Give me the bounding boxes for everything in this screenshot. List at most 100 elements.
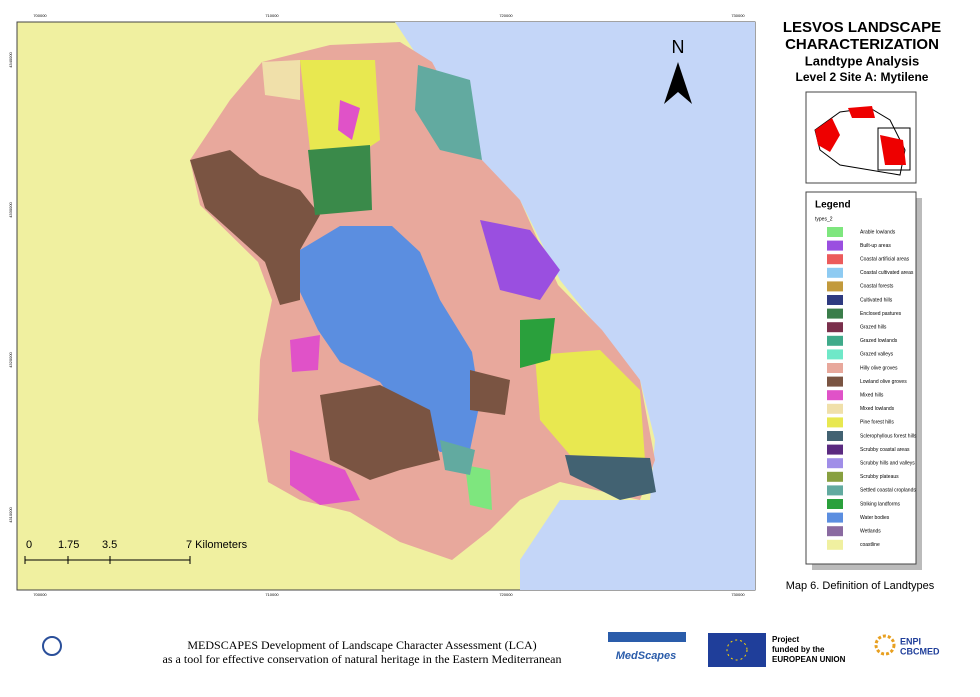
legend-swatch <box>827 417 843 428</box>
patch <box>565 455 656 500</box>
coordinates: 700000 710000 720000 730000 700000 710000 7200… <box>8 13 745 597</box>
legend-swatch <box>827 240 843 251</box>
legend-label: Coastal cultivated areas <box>860 270 914 276</box>
legend-label: Pine forest hills <box>860 420 894 426</box>
legend-swatch <box>827 254 843 265</box>
legend-swatch <box>827 295 843 305</box>
legend-swatch <box>827 349 843 360</box>
legend-swatch <box>827 363 843 373</box>
legend-swatch <box>827 526 843 537</box>
coord-label: 4310000 <box>8 506 13 522</box>
footer-text: as a tool for effective conservation of … <box>163 652 562 666</box>
coord-label: 700000 <box>33 13 47 18</box>
patch <box>470 370 510 415</box>
eu-stars <box>726 639 748 661</box>
legend-swatch <box>827 322 843 333</box>
patch <box>290 450 360 505</box>
legend-label: Cultivated hills <box>860 297 893 303</box>
coord-label: 730000 <box>731 592 745 597</box>
legend-label: Sclerophyllous forest hills <box>860 433 917 439</box>
legend-title: Legend <box>815 200 851 211</box>
enpi-text: CBCMED <box>900 646 940 656</box>
legend-swatch <box>827 335 843 346</box>
patch <box>465 465 492 510</box>
legend-label: Scrubby coastal areas <box>860 447 910 453</box>
scale-label: 7 Kilometers <box>186 539 248 551</box>
legend-swatch <box>827 281 843 292</box>
legend-swatch <box>827 308 843 319</box>
legend-label: Wetlands <box>860 529 881 535</box>
legend-label: Scrubby plateaus <box>860 474 899 480</box>
scale-bar <box>24 556 191 564</box>
legend-swatch <box>827 471 843 482</box>
legend-label: Striking landforms <box>860 501 901 507</box>
legend-field: types_2 <box>815 216 833 222</box>
footer-text: MEDSCAPES Development of Landscape Chara… <box>187 638 536 652</box>
patch <box>535 350 645 460</box>
north-label: N <box>672 37 685 57</box>
legend-swatch <box>827 227 843 237</box>
legend-swatch <box>827 376 843 387</box>
coord-label: 4320000 <box>8 351 13 367</box>
legend-label: Lowland olive groves <box>860 379 907 385</box>
medscapes-logo <box>608 632 686 642</box>
scale-label: 1.75 <box>58 539 79 551</box>
legend-label: Mixed lowlands <box>860 406 895 412</box>
patch <box>440 440 475 475</box>
patch <box>290 335 320 372</box>
legend-box <box>805 191 917 565</box>
legend-label: Mixed hills <box>860 393 884 399</box>
patch <box>308 145 372 215</box>
legend-swatch <box>827 458 843 469</box>
enpi-text: ENPI <box>900 636 921 646</box>
eu-text: funded by the <box>772 645 825 654</box>
north-arrow <box>664 62 692 104</box>
legend-swatch <box>827 267 843 278</box>
legend-label: Built-up areas <box>860 243 891 249</box>
legend-swatch <box>827 390 843 401</box>
eu-flag <box>708 633 766 667</box>
coord-label: 710000 <box>265 13 279 18</box>
legend-items: Arable lowlands Built-up areas Coastal art… <box>827 227 917 550</box>
medscapes-logo-text: MedScapes <box>616 650 677 662</box>
legend-label: coastline <box>860 542 880 548</box>
eu-text: Project <box>772 635 799 644</box>
eu-text: EUROPEAN UNION <box>772 655 846 664</box>
coord-label: 700000 <box>33 592 47 597</box>
legend-label: Hilly olive groves <box>860 365 898 371</box>
patch <box>520 318 555 368</box>
legend-swatch <box>827 444 843 455</box>
scale-label: 3.5 <box>102 539 117 551</box>
legend-label: Grazed lowlands <box>860 338 898 344</box>
legend-swatch <box>827 403 843 414</box>
coord-label: 720000 <box>499 13 513 18</box>
legend-label: Settled coastal croplands <box>860 488 916 494</box>
scale-label: 0 <box>26 539 32 551</box>
uni-logo <box>42 636 62 656</box>
legend-label: Arable lowlands <box>860 229 896 235</box>
subtitle: Level 2 Site A: Mytilene <box>796 70 929 84</box>
legend-label: Scrubby hills and valleys <box>860 461 915 467</box>
legend-swatch <box>827 499 843 509</box>
coord-label: 730000 <box>731 13 745 18</box>
legend-label: Coastal artificial areas <box>860 257 910 263</box>
patch <box>320 385 440 480</box>
legend-swatch <box>827 431 843 441</box>
map: 0 1.75 3.5 7 Kilometers N <box>16 21 756 591</box>
legend-label: Grazed valleys <box>860 352 894 358</box>
patch <box>415 65 482 160</box>
inset-map <box>805 91 917 184</box>
enpi-logo <box>874 634 896 656</box>
legend-swatch <box>827 539 843 550</box>
coord-label: 720000 <box>499 592 513 597</box>
legend-label: Enclosed pastures <box>860 311 902 317</box>
patch <box>480 220 560 300</box>
legend-label: Coastal forests <box>860 284 894 290</box>
patch <box>190 150 320 305</box>
legend-label: Water bodies <box>860 515 890 521</box>
caption: Map 6. Definition of Landtypes <box>786 580 935 592</box>
patch <box>262 60 300 100</box>
legend-swatch <box>827 485 843 496</box>
subtitle: Landtype Analysis <box>805 53 919 68</box>
